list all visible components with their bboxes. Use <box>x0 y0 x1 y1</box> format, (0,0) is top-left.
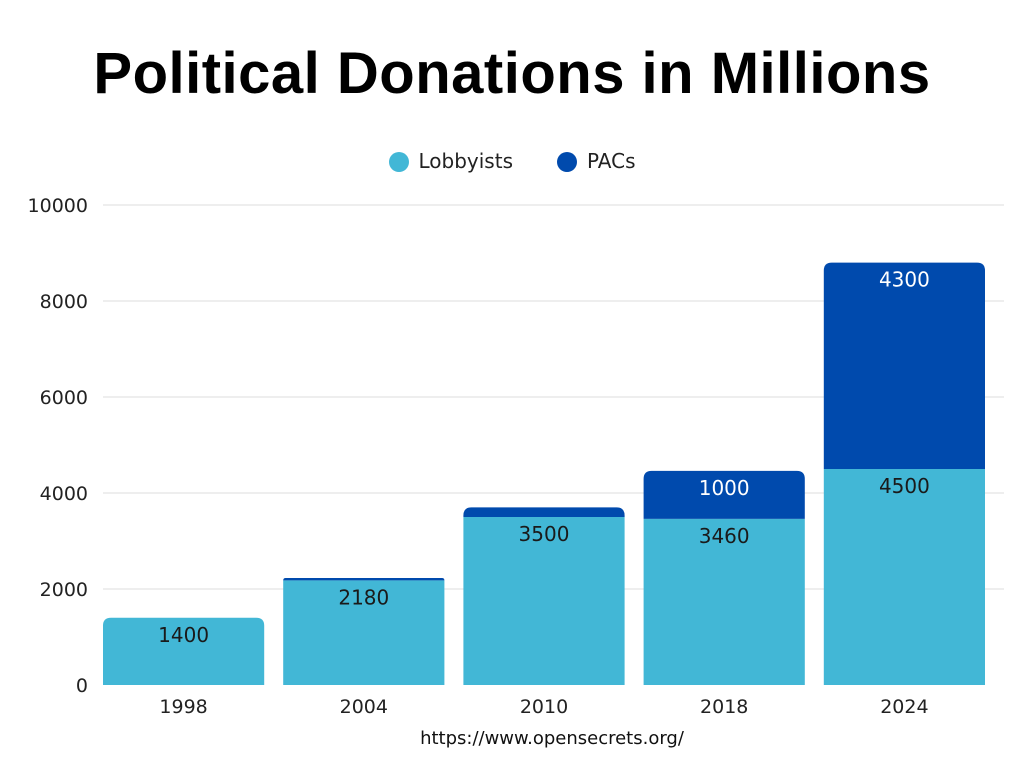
y-tick-label: 4000 <box>40 483 88 505</box>
x-tick-label: 2018 <box>700 696 748 718</box>
legend-label-lobbyists: Lobbyists <box>418 149 514 173</box>
bar-pacs-2018 <box>643 470 805 519</box>
y-tick-label: 0 <box>76 675 88 697</box>
x-tick-label: 2010 <box>520 696 568 718</box>
bar-lobbyists-2010 <box>463 517 625 685</box>
legend: Lobbyists PACs <box>0 149 1024 174</box>
bar-pacs-2010 <box>463 507 625 517</box>
data-label-pacs-2018: 1000 <box>699 476 750 500</box>
y-tick-label: 10000 <box>28 195 88 217</box>
legend-swatch-lobbyists <box>388 152 409 172</box>
legend-item-lobbyists: Lobbyists <box>388 149 514 174</box>
data-label-lobbyists-2018: 3460 <box>699 524 750 548</box>
data-label-lobbyists-2010: 3500 <box>519 522 570 546</box>
legend-label-pacs: PACs <box>587 149 636 173</box>
x-tick-label: 2024 <box>880 696 928 718</box>
y-tick-label: 6000 <box>40 387 88 409</box>
data-label-lobbyists-2024: 4500 <box>879 474 930 498</box>
x-tick-label: 1998 <box>159 696 207 718</box>
bar-pacs-2024 <box>823 262 985 469</box>
data-label-pacs-2024: 4300 <box>879 268 930 292</box>
bar-pacs-2004 <box>283 577 445 581</box>
y-tick-label: 2000 <box>40 579 88 601</box>
data-label-lobbyists-2004: 2180 <box>338 585 389 609</box>
bar-lobbyists-2018 <box>643 518 805 685</box>
bar-lobbyists-1998 <box>103 617 265 685</box>
legend-swatch-pacs <box>557 152 577 172</box>
bar-lobbyists-2004 <box>283 580 445 685</box>
legend-item-pacs: PACs <box>557 149 636 174</box>
chart-title: Political Donations in Millions <box>93 41 931 106</box>
y-tick-label: 8000 <box>40 291 88 313</box>
source-url: https://www.opensecrets.org/ <box>420 728 684 749</box>
x-tick-label: 2004 <box>340 696 388 718</box>
data-label-lobbyists-1998: 1400 <box>158 623 209 647</box>
bar-lobbyists-2024 <box>823 469 985 685</box>
